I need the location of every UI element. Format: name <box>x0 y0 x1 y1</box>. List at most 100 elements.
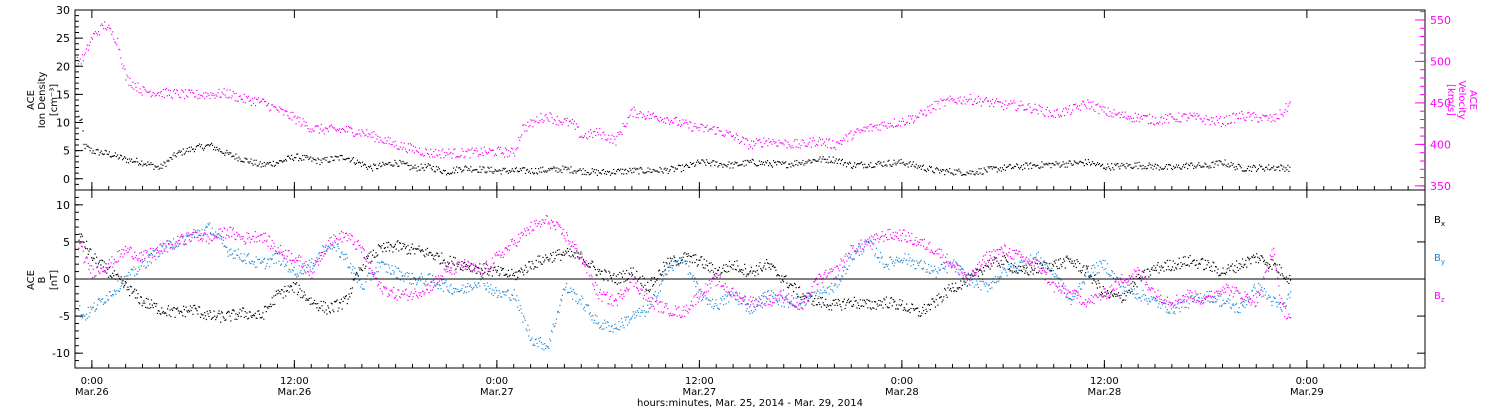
velocity-series-point <box>459 156 461 158</box>
velocity-series-point <box>514 155 516 157</box>
ion-density-series-point <box>763 164 765 166</box>
velocity-series-point <box>1006 107 1008 109</box>
bx-series-point <box>944 287 946 290</box>
bx-series-point <box>782 281 785 283</box>
ion-density-series-point <box>420 163 422 165</box>
ion-density-series-point <box>403 162 405 164</box>
velocity-series-point <box>654 115 656 117</box>
bx-series-point <box>723 270 725 272</box>
bx-series-point <box>460 268 462 271</box>
bx-series-point <box>1063 258 1065 260</box>
velocity-series-point <box>235 92 237 94</box>
by-series-point <box>956 263 958 265</box>
bx-series-point <box>1125 295 1127 297</box>
by-series-point <box>823 291 825 293</box>
by-series-point <box>725 303 727 305</box>
ion-density-series-point <box>495 170 497 172</box>
velocity-series-point <box>1130 117 1132 120</box>
velocity-series-point <box>807 143 809 145</box>
bx-series-point <box>285 295 287 297</box>
ion-density-series-point <box>825 161 827 163</box>
bx-series-point <box>346 303 348 305</box>
bx-series-point <box>663 261 665 263</box>
by-series-point <box>232 257 234 259</box>
ion-density-series-point <box>518 170 520 172</box>
by-series-point <box>516 295 518 297</box>
ion-density-series-point <box>389 161 391 163</box>
bx-series-point <box>680 262 682 264</box>
bx-series-point <box>599 273 601 275</box>
ion-density-series-point <box>997 168 999 170</box>
ion-density-series-point <box>354 163 356 165</box>
bx-series-point <box>349 296 351 298</box>
velocity-series-point <box>273 106 275 108</box>
bx-series-point <box>659 273 661 275</box>
bx-series-point <box>343 296 345 298</box>
bx-series-point <box>356 273 358 275</box>
velocity-series-point <box>790 147 792 149</box>
ion-density-series-point <box>417 166 419 168</box>
ion-density-series-point <box>682 169 684 172</box>
by-series-point <box>409 282 411 284</box>
by-series-point <box>582 297 584 300</box>
velocity-series-point <box>309 128 311 130</box>
by-series-point <box>297 275 299 277</box>
bx-series-point <box>485 268 487 270</box>
bx-series-point <box>290 285 292 287</box>
by-series-point <box>234 257 236 259</box>
bx-series-point <box>415 248 417 250</box>
velocity-series-point <box>1066 111 1069 113</box>
ion-density-series-point <box>657 171 659 173</box>
ion-density-series-point <box>282 160 285 162</box>
bx-series-point <box>994 257 996 260</box>
bx-series-point <box>143 300 145 302</box>
by-series-point <box>347 267 349 269</box>
ion-density-series-point <box>556 167 558 169</box>
ion-density-series-point <box>490 166 492 168</box>
velocity-series-point <box>1048 110 1050 112</box>
by-series-point <box>255 256 257 258</box>
ion-density-series-point <box>637 168 639 170</box>
bx-series-point <box>854 300 856 302</box>
velocity-series-point <box>383 142 385 145</box>
bx-series-point <box>823 304 825 306</box>
by-series-point <box>280 263 283 265</box>
ion-density-series-point <box>1182 166 1184 168</box>
by-series-point <box>377 261 379 263</box>
by-series-point <box>776 300 778 302</box>
velocity-series-point <box>591 132 593 134</box>
bx-series-point <box>1185 264 1187 266</box>
ion-density-series-point <box>138 164 140 166</box>
by-series-point <box>908 260 910 262</box>
ion-density-series-point <box>1003 164 1005 166</box>
bx-series-point <box>1003 263 1005 265</box>
by-series-point <box>675 260 677 262</box>
velocity-series-point <box>237 100 239 102</box>
ion-density-series-point <box>1263 168 1265 170</box>
ion-density-series-point <box>327 161 329 163</box>
bx-series-point <box>298 284 300 286</box>
ion-density-series-point <box>443 170 446 172</box>
ion-density-series-point <box>650 171 652 174</box>
velocity-series-point <box>1254 116 1256 118</box>
velocity-series-point <box>778 139 780 141</box>
ion-density-series-point <box>288 155 290 157</box>
ion-density-series-point <box>176 152 178 155</box>
velocity-series-point <box>660 119 663 122</box>
by-series-point <box>593 322 595 324</box>
ion-density-series-point <box>730 163 732 165</box>
velocity-series-point <box>363 132 365 134</box>
by-series-point <box>496 296 499 299</box>
bx-series-point <box>275 294 277 296</box>
ion-density-series-point <box>471 171 473 173</box>
velocity-series-point <box>1205 115 1207 117</box>
bx-series-point <box>323 300 325 303</box>
ion-density-series-point <box>365 166 368 168</box>
velocity-series-point <box>446 152 448 154</box>
velocity-series-point <box>923 114 925 116</box>
velocity-series-point <box>983 99 986 101</box>
bx-series-point <box>1103 295 1105 297</box>
by-series-point <box>354 267 356 269</box>
velocity-series-point <box>178 96 181 98</box>
velocity-series-point <box>1104 106 1106 108</box>
